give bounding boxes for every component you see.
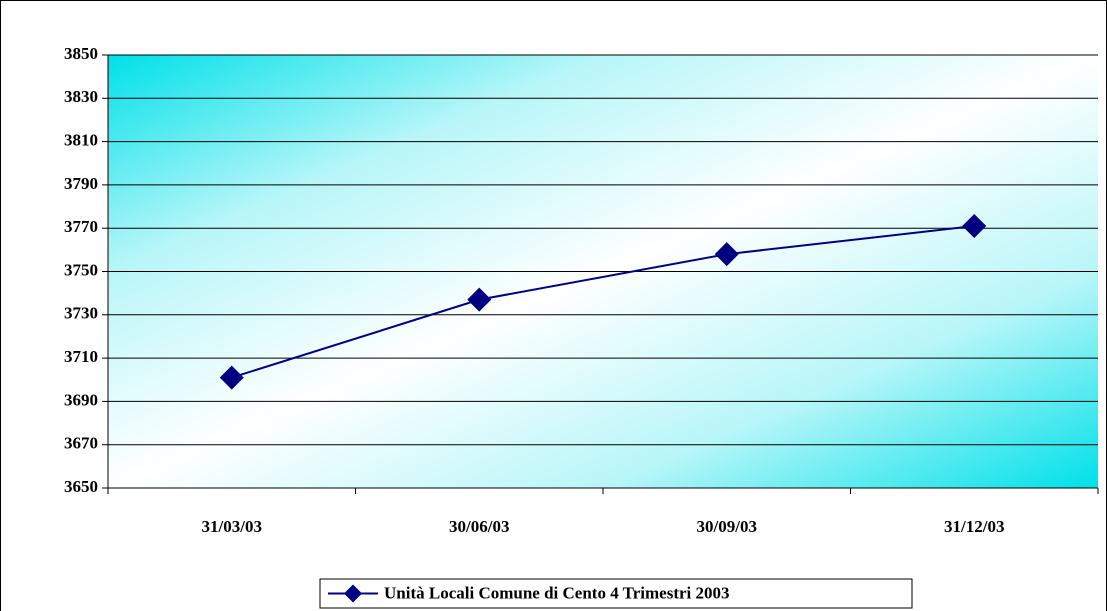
marker: [467, 287, 492, 312]
marker: [219, 365, 244, 390]
y-tick-label: 3710: [64, 347, 98, 366]
y-tick-label: 3730: [64, 304, 98, 323]
marker: [714, 242, 739, 267]
y-tick-label: 3850: [64, 44, 98, 63]
y-tick-label: 3790: [64, 174, 98, 193]
x-tick-label: 31/12/03: [944, 517, 1004, 536]
x-tick-label: 31/03/03: [202, 517, 262, 536]
legend-label: Unità Locali Comune di Cento 4 Trimestri…: [384, 583, 730, 602]
y-tick-label: 3650: [64, 477, 98, 496]
y-tick-label: 3810: [64, 131, 98, 150]
y-tick-label: 3670: [64, 434, 98, 453]
y-tick-label: 3770: [64, 217, 98, 236]
x-tick-label: 30/06/03: [449, 517, 509, 536]
series-line: [231, 225, 975, 379]
x-tick-label: 30/09/03: [697, 517, 757, 536]
y-tick-label: 3750: [64, 260, 98, 279]
marker: [962, 214, 987, 239]
y-tick-label: 3690: [64, 390, 98, 409]
y-tick-label: 3830: [64, 87, 98, 106]
legend-box: [319, 578, 913, 609]
legend-marker: [344, 584, 362, 603]
